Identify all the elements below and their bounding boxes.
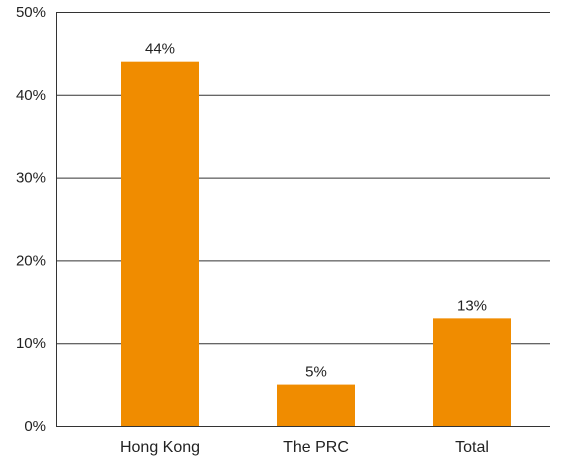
y-tick-label: 0%	[24, 418, 46, 435]
data-labels: 44% 5% 13%	[145, 41, 487, 381]
bar-0	[121, 61, 199, 427]
y-tick-label: 30%	[16, 170, 46, 187]
bar-1	[277, 384, 355, 426]
data-label: 44%	[145, 41, 175, 58]
y-tick-label: 50%	[16, 4, 46, 21]
y-tick-label: 10%	[16, 335, 46, 352]
category-label: Total	[455, 439, 489, 456]
data-label: 13%	[457, 297, 487, 314]
y-tick-label: 20%	[16, 252, 46, 269]
y-tick-label: 40%	[16, 87, 46, 104]
y-axis-ticks: 0% 10% 20% 30% 40% 50%	[16, 4, 46, 435]
bars	[121, 61, 511, 427]
category-label: The PRC	[283, 439, 349, 456]
data-label: 5%	[305, 364, 327, 381]
category-label: Hong Kong	[120, 439, 200, 456]
x-axis-categories: Hong Kong The PRC Total	[120, 439, 489, 456]
bar-2	[433, 318, 511, 426]
